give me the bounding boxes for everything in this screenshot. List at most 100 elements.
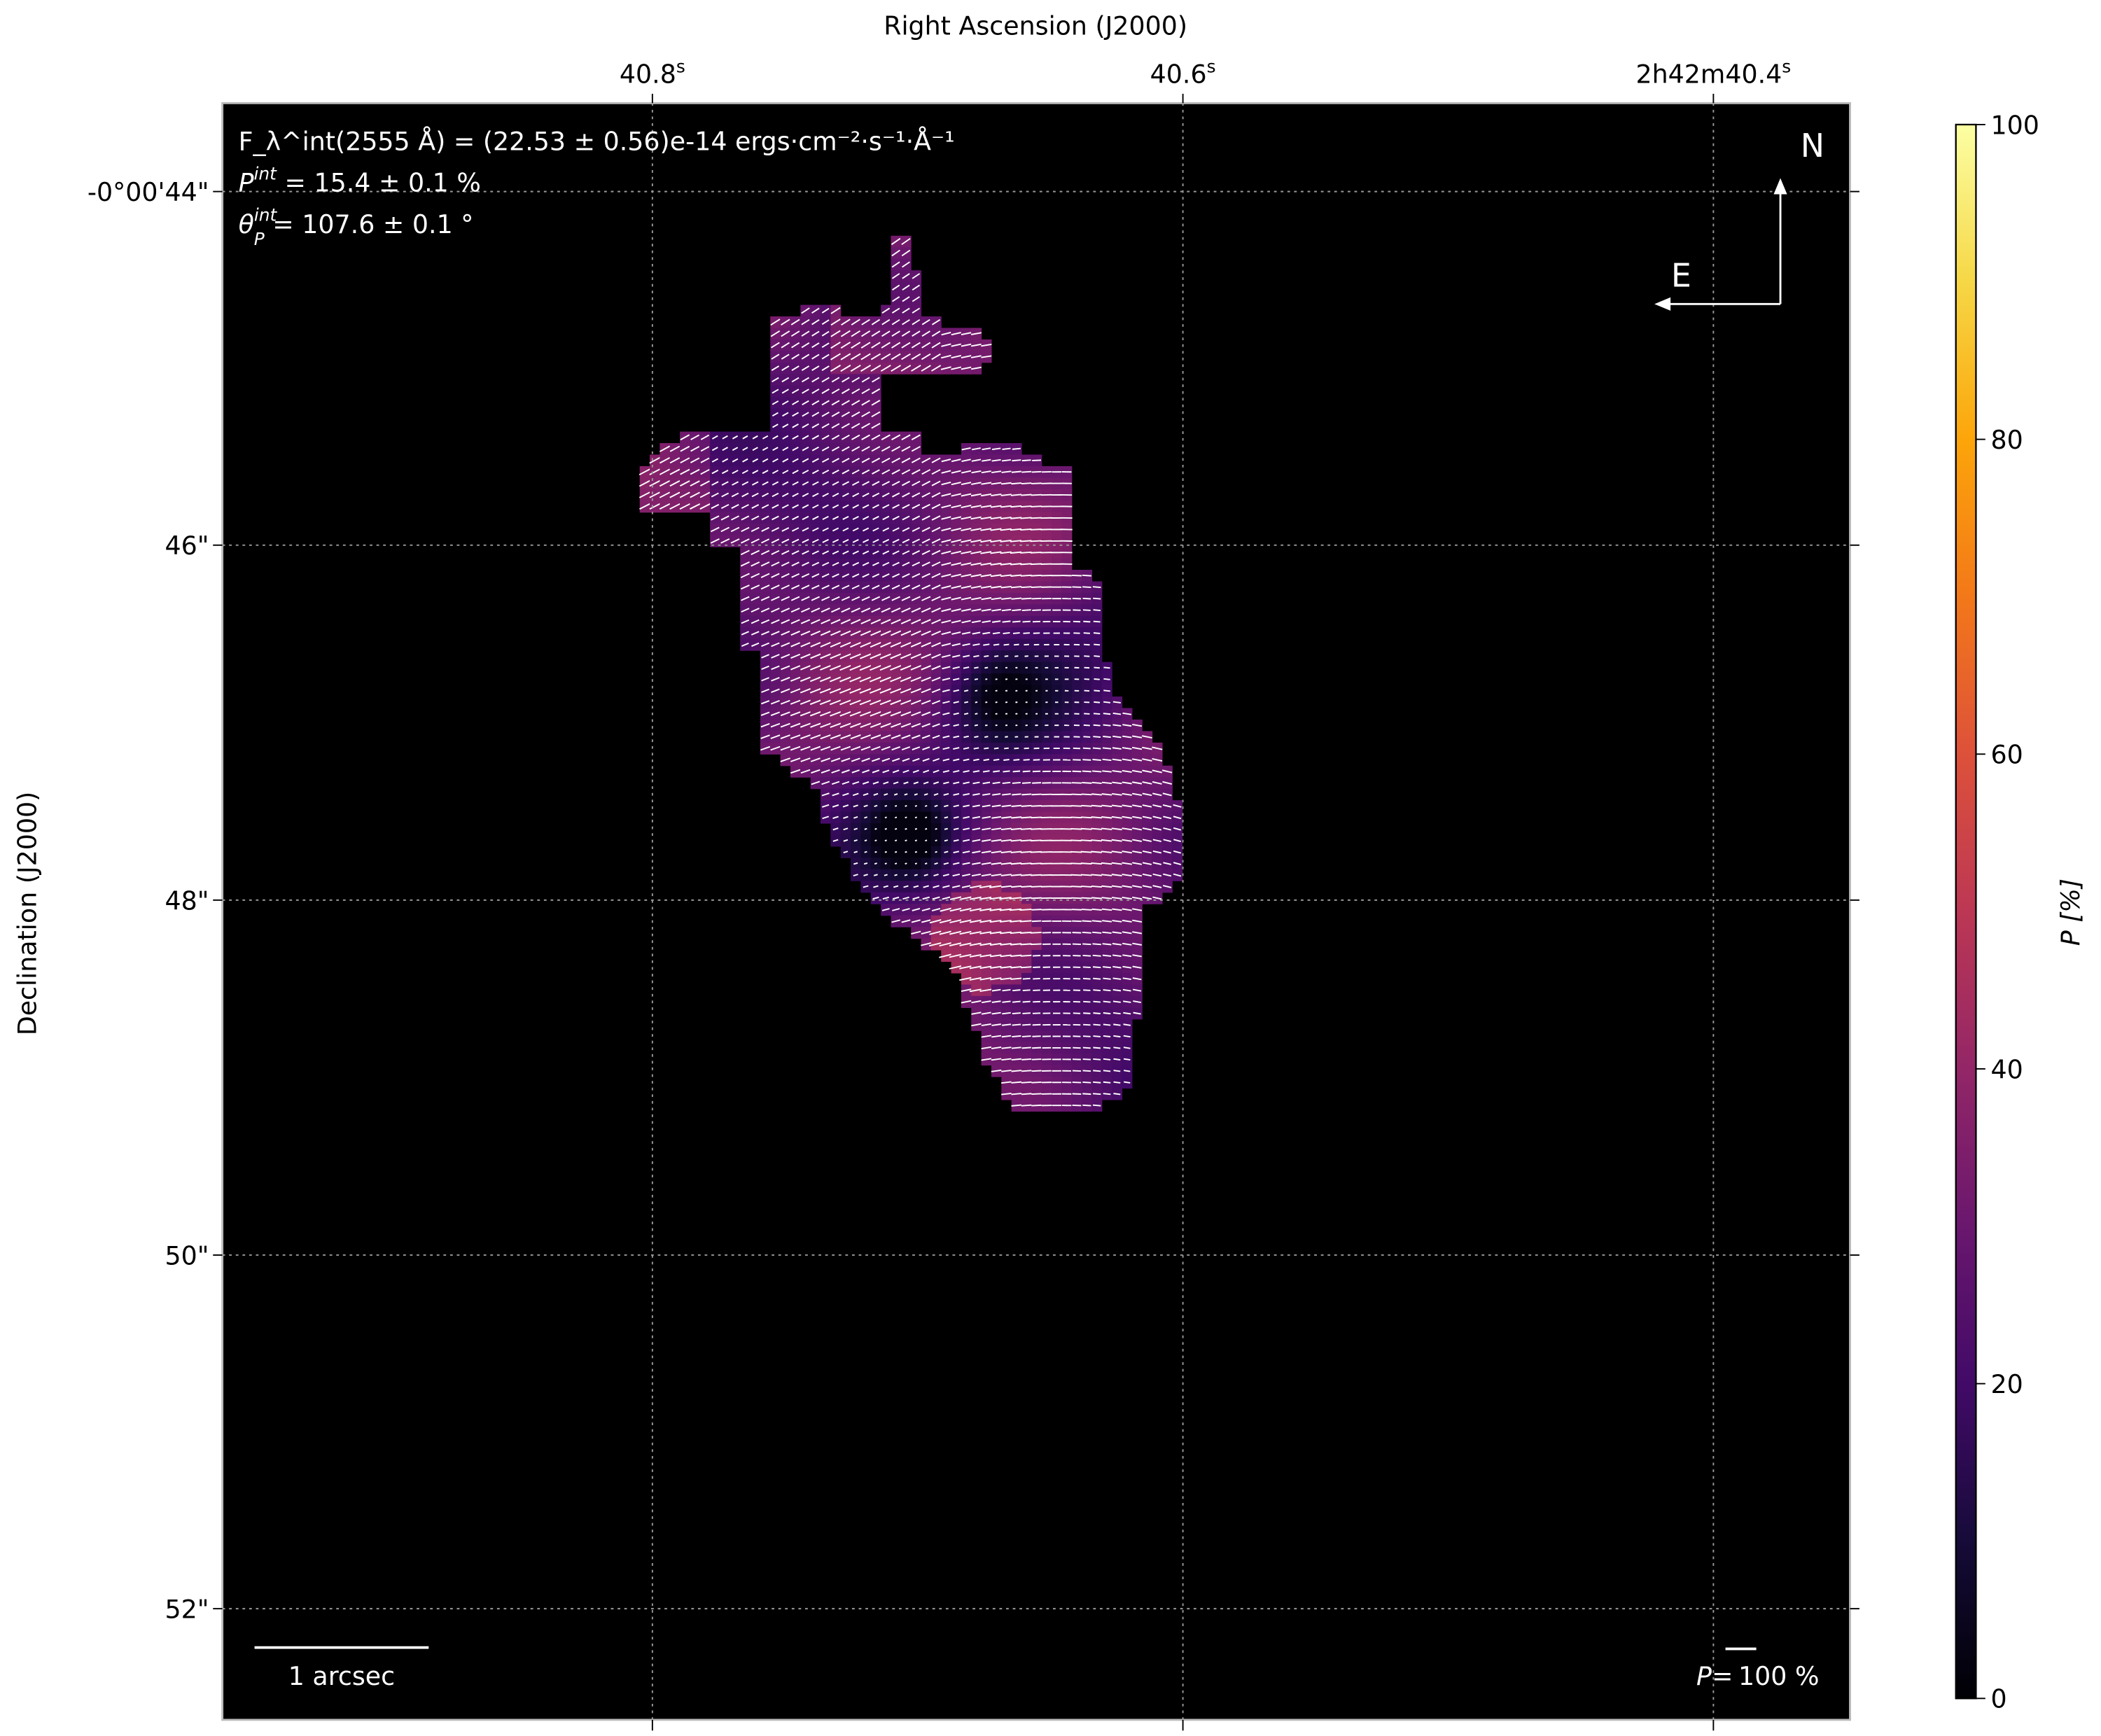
polarization-vector xyxy=(905,829,907,830)
polarization-vector xyxy=(915,829,917,830)
colorbar-tick-label: 20 xyxy=(1990,1369,2023,1399)
polarization-vector xyxy=(1071,898,1082,899)
polarization-vector xyxy=(905,840,907,841)
polarization-vector xyxy=(1071,794,1082,795)
polarization-vector xyxy=(1094,656,1099,657)
x-tick-label: 40.6s xyxy=(1150,56,1216,89)
polarization-vector xyxy=(915,840,917,841)
polarization-vector xyxy=(1003,633,1010,634)
polarization-vector xyxy=(915,852,917,853)
polarization-vector xyxy=(1031,932,1043,933)
polarization-vector xyxy=(984,748,989,749)
polarization-vector xyxy=(925,852,927,853)
scale-bar-label: 1 arcsec xyxy=(288,1661,395,1691)
x-axis-label: Right Ascension (J2000) xyxy=(884,11,1187,41)
polarization-vector xyxy=(1103,1093,1111,1094)
polarization-vector xyxy=(1093,748,1101,749)
polarization-vector xyxy=(1023,771,1031,772)
polarization-vector xyxy=(1093,1105,1101,1106)
polarization-vector xyxy=(1081,875,1093,876)
polarization-vector xyxy=(1093,1082,1101,1083)
polarization-vector xyxy=(1021,829,1032,830)
colorbar xyxy=(1956,125,1976,1698)
y-tick-label: 52" xyxy=(165,1595,209,1625)
polarization-vector xyxy=(1103,1036,1110,1037)
polarization-vector xyxy=(905,874,907,875)
polarization-vector xyxy=(1093,1093,1101,1094)
polarization-vector xyxy=(865,852,867,853)
polarization-vector xyxy=(1021,598,1031,599)
polarization-vector xyxy=(884,874,888,875)
polarization-vector xyxy=(1081,817,1092,818)
y-tick-label: 50" xyxy=(165,1240,209,1270)
polarization-vector xyxy=(1094,713,1100,714)
polarization-vector xyxy=(1094,1013,1101,1014)
polarization-vector xyxy=(1021,1070,1031,1071)
polarization-vector xyxy=(1012,1070,1021,1071)
polarization-vector xyxy=(1072,921,1082,922)
x-tick-label: 2h42m40.4s xyxy=(1636,56,1792,89)
polarization-vector xyxy=(1083,736,1090,737)
colorbar-tick-label: 80 xyxy=(1990,425,2023,455)
polarization-vector xyxy=(1094,725,1101,726)
polarization-vector xyxy=(1071,875,1083,876)
polarization-vector xyxy=(1103,690,1110,691)
polarization-vector xyxy=(905,817,907,818)
polarization-vector xyxy=(1083,1070,1091,1071)
polarization-vector xyxy=(1022,1013,1031,1014)
polarization-vector xyxy=(1031,794,1041,795)
polarization-vector xyxy=(1103,1024,1110,1025)
polarization-vector xyxy=(1032,598,1042,599)
polarization-vector xyxy=(865,829,867,830)
polarization-vector xyxy=(994,748,999,749)
polarization-vector xyxy=(1031,495,1042,496)
polarization-vector xyxy=(1031,817,1042,818)
polarization-vector xyxy=(1031,898,1042,899)
polarization-vector xyxy=(1032,1059,1042,1060)
polarization-vector xyxy=(1071,886,1082,887)
polarization-vector xyxy=(1094,690,1099,691)
polarization-vector xyxy=(964,725,968,726)
polarization-vector xyxy=(1021,494,1032,495)
compass-east-label: E xyxy=(1671,256,1691,294)
vector-scale-label: P=100 % xyxy=(1696,1661,1819,1691)
polarization-vector xyxy=(874,863,877,864)
polarization-vector xyxy=(1103,1059,1110,1060)
polarization-vector xyxy=(1082,932,1091,933)
polarization-vector xyxy=(1032,1048,1041,1049)
polarization-vector xyxy=(1124,1082,1130,1083)
polarization-vector xyxy=(995,736,998,737)
polarization-vector xyxy=(1084,725,1090,726)
colorbar-tick-label: 0 xyxy=(1990,1684,2006,1714)
polarization-vector xyxy=(1082,909,1092,910)
polarization-vector xyxy=(1103,1047,1110,1048)
polarization-vector xyxy=(915,817,917,818)
polarization-vector xyxy=(1012,460,1021,461)
polarization-vector xyxy=(1103,955,1111,956)
polarization-vector xyxy=(1093,955,1101,956)
polarization-vector xyxy=(925,829,927,830)
colorbar-tick-label: 40 xyxy=(1990,1054,2023,1084)
polarization-vector xyxy=(895,874,898,875)
polarization-vector xyxy=(1093,736,1101,737)
polarization-vector xyxy=(1014,748,1019,749)
polarization-vector xyxy=(1094,633,1100,634)
x-tick-label: 40.8s xyxy=(620,56,685,89)
polarization-vector xyxy=(1103,679,1110,680)
polarization-vector xyxy=(1013,633,1020,634)
polarization-vector xyxy=(1005,656,1008,657)
polarization-vector xyxy=(1084,633,1090,634)
polarization-vector xyxy=(1031,886,1042,887)
polarization-vector xyxy=(1103,1070,1110,1071)
polarization-vector xyxy=(895,840,897,841)
polarization-vector xyxy=(944,840,948,841)
polarization-vector xyxy=(1091,886,1103,887)
polarization-vector xyxy=(925,817,927,818)
polarization-vector xyxy=(905,852,907,853)
colorbar-tick-label: 60 xyxy=(1990,740,2023,770)
polarization-vector xyxy=(1021,483,1032,484)
polarization-vector xyxy=(1012,471,1021,472)
polarization-vector xyxy=(975,702,977,703)
polarization-vector xyxy=(984,736,988,737)
polarization-vector xyxy=(935,829,937,830)
